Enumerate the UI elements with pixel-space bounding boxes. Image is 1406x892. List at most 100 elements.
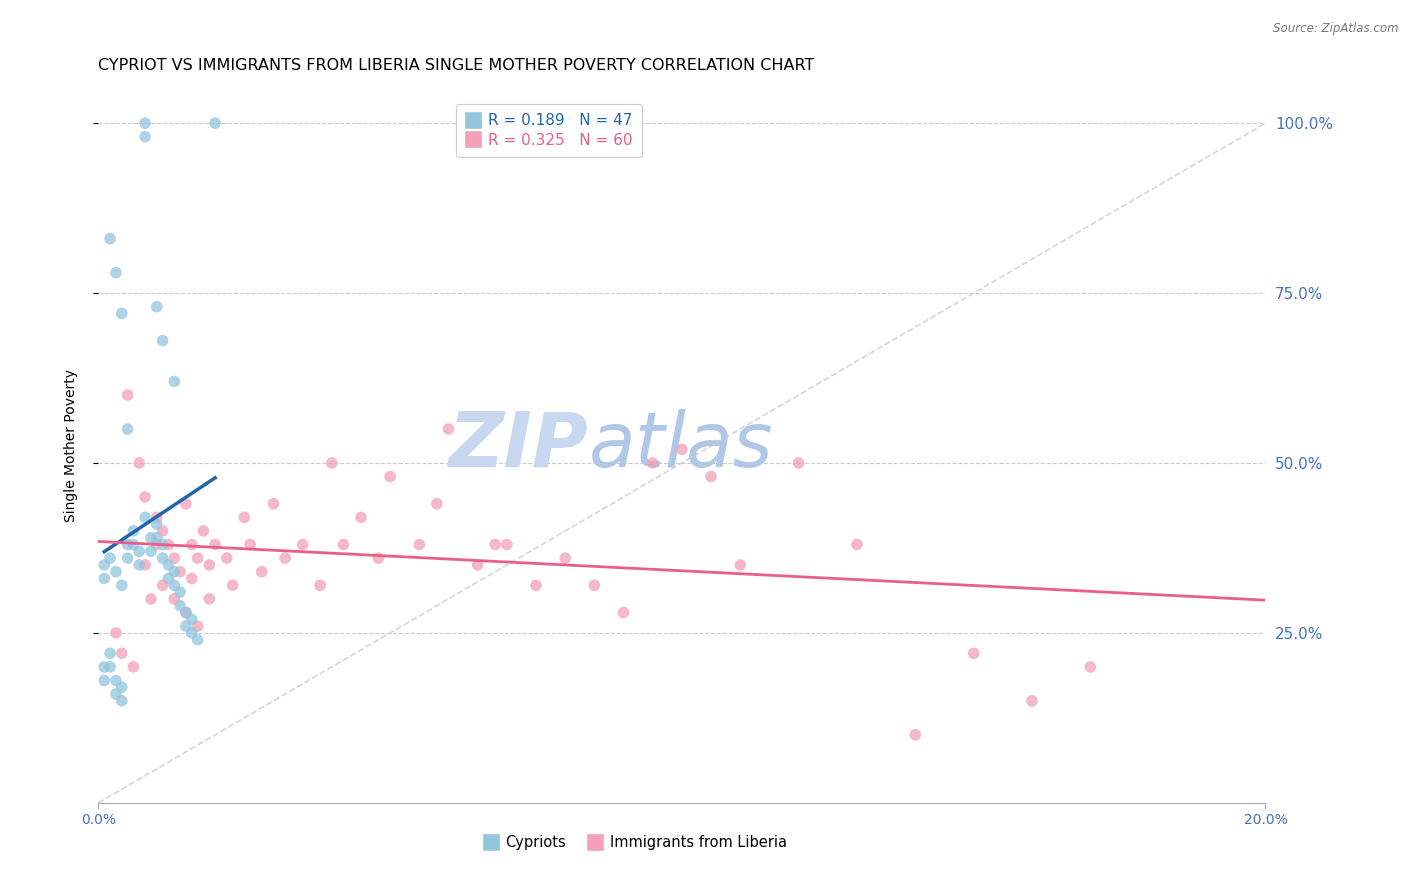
Point — [146, 300, 169, 314]
Point — [98, 551, 121, 566]
Point — [139, 531, 162, 545]
Point — [524, 578, 547, 592]
Point — [380, 469, 402, 483]
Point — [239, 537, 262, 551]
Point — [332, 537, 354, 551]
Point — [152, 578, 174, 592]
Point — [169, 599, 191, 613]
Point — [157, 537, 180, 551]
Point — [134, 490, 156, 504]
Point — [134, 116, 156, 130]
Point — [904, 728, 927, 742]
Point — [104, 673, 127, 688]
Point — [111, 646, 134, 660]
Point — [157, 572, 180, 586]
Point — [146, 531, 169, 545]
Point — [496, 537, 519, 551]
Point — [233, 510, 256, 524]
Point — [408, 537, 430, 551]
Point — [262, 497, 284, 511]
Point — [180, 537, 202, 551]
Point — [134, 510, 156, 524]
Point — [93, 572, 115, 586]
Point — [1080, 660, 1102, 674]
Point — [174, 606, 197, 620]
Point — [117, 537, 139, 551]
Point — [198, 591, 221, 606]
Point — [367, 551, 389, 566]
Point — [169, 585, 191, 599]
Point — [163, 591, 186, 606]
Point — [111, 680, 134, 694]
Text: ZIP: ZIP — [449, 409, 589, 483]
Point — [309, 578, 332, 592]
Point — [671, 442, 693, 457]
Point — [111, 694, 134, 708]
Point — [1021, 694, 1043, 708]
Point — [93, 558, 115, 572]
Point — [291, 537, 314, 551]
Point — [152, 551, 174, 566]
Text: CYPRIOT VS IMMIGRANTS FROM LIBERIA SINGLE MOTHER POVERTY CORRELATION CHART: CYPRIOT VS IMMIGRANTS FROM LIBERIA SINGL… — [98, 58, 815, 73]
Point — [204, 116, 226, 130]
Point — [187, 619, 209, 633]
Point — [321, 456, 343, 470]
Point — [250, 565, 273, 579]
Point — [139, 591, 162, 606]
Point — [122, 524, 145, 538]
Point — [157, 558, 180, 572]
Point — [198, 558, 221, 572]
Point — [152, 524, 174, 538]
Point — [104, 626, 127, 640]
Legend: Cypriots, Immigrants from Liberia: Cypriots, Immigrants from Liberia — [478, 830, 793, 856]
Point — [187, 551, 209, 566]
Point — [117, 388, 139, 402]
Point — [146, 510, 169, 524]
Point — [128, 456, 150, 470]
Point — [122, 537, 145, 551]
Point — [174, 619, 197, 633]
Point — [98, 232, 121, 246]
Point — [163, 551, 186, 566]
Point — [128, 558, 150, 572]
Point — [104, 266, 127, 280]
Point — [215, 551, 238, 566]
Point — [104, 565, 127, 579]
Point — [700, 469, 723, 483]
Point — [437, 422, 460, 436]
Point — [117, 551, 139, 566]
Point — [221, 578, 243, 592]
Text: atlas: atlas — [589, 409, 773, 483]
Point — [163, 578, 186, 592]
Point — [98, 660, 121, 674]
Point — [787, 456, 810, 470]
Point — [111, 306, 134, 320]
Point — [146, 537, 169, 551]
Point — [187, 632, 209, 647]
Point — [163, 375, 186, 389]
Point — [93, 673, 115, 688]
Point — [193, 524, 215, 538]
Point — [180, 612, 202, 626]
Point — [583, 578, 606, 592]
Point — [467, 558, 489, 572]
Point — [152, 334, 174, 348]
Text: Source: ZipAtlas.com: Source: ZipAtlas.com — [1274, 22, 1399, 36]
Point — [426, 497, 449, 511]
Point — [484, 537, 506, 551]
Point — [554, 551, 576, 566]
Point — [134, 129, 156, 144]
Y-axis label: Single Mother Poverty: Single Mother Poverty — [63, 369, 77, 523]
Point — [117, 422, 139, 436]
Point — [180, 626, 202, 640]
Point — [612, 606, 634, 620]
Point — [98, 646, 121, 660]
Point — [93, 660, 115, 674]
Point — [111, 578, 134, 592]
Point — [730, 558, 752, 572]
Point — [174, 497, 197, 511]
Point — [204, 537, 226, 551]
Point — [174, 606, 197, 620]
Point — [846, 537, 869, 551]
Point — [180, 572, 202, 586]
